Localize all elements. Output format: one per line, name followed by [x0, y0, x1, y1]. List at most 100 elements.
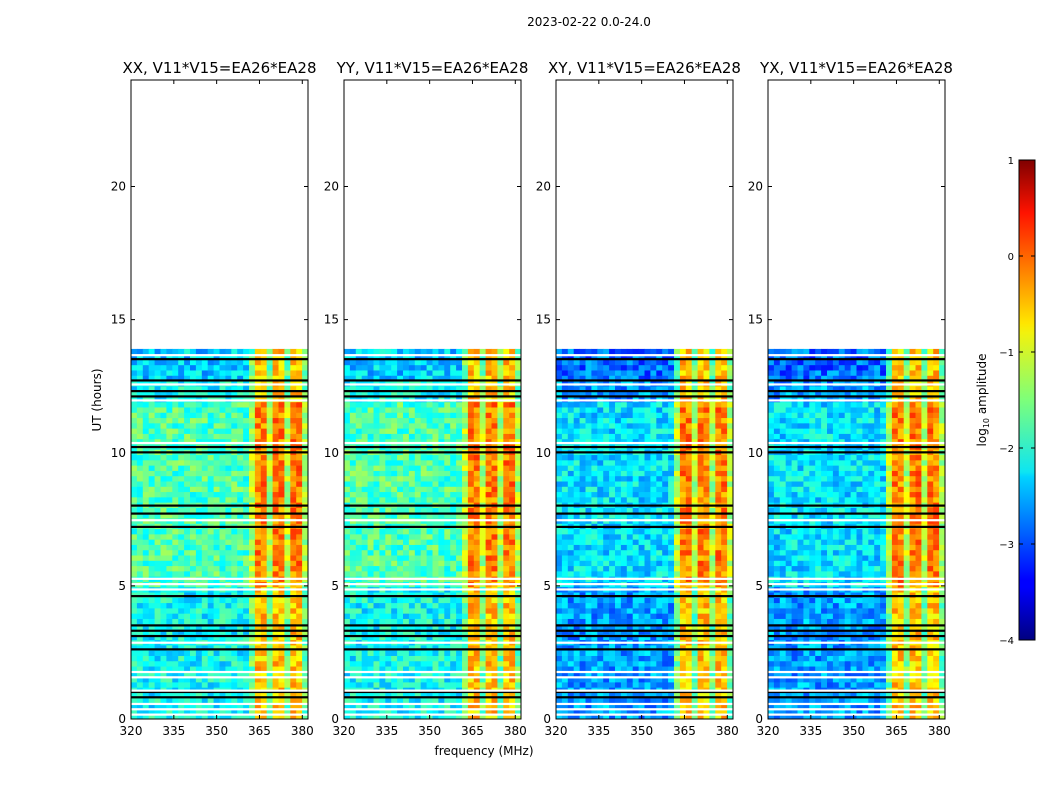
heatmap-cell — [515, 692, 521, 699]
heatmap-cell — [473, 549, 481, 556]
heatmap-cell — [172, 481, 179, 487]
x-tick-label: 350 — [418, 724, 441, 738]
heatmap-cell — [195, 481, 203, 487]
heatmap-cell — [296, 676, 303, 683]
heatmap-cell — [668, 655, 675, 662]
heatmap-cell — [302, 454, 308, 461]
heatmap-cell — [219, 491, 226, 498]
heatmap-cell — [367, 454, 374, 461]
heatmap-cell — [497, 570, 504, 577]
heatmap-cell — [243, 544, 250, 551]
heatmap-cell — [561, 713, 569, 719]
heatmap-cell — [166, 364, 173, 371]
heatmap-cell — [260, 671, 268, 678]
heatmap-cell — [231, 491, 238, 498]
heatmap-cell — [379, 391, 386, 397]
heatmap-cell — [219, 592, 226, 598]
heatmap-cell — [201, 433, 209, 440]
heatmap-cell — [355, 681, 363, 688]
heatmap-cell — [154, 354, 161, 360]
heatmap-cell — [414, 528, 422, 535]
heatmap-cell — [231, 496, 238, 503]
heatmap-cell — [479, 422, 486, 429]
heatmap-cell — [391, 528, 398, 535]
heatmap-cell — [284, 713, 291, 719]
heatmap-cell — [509, 507, 516, 514]
heatmap-cell — [432, 713, 439, 719]
heatmap-cell — [166, 565, 173, 572]
heatmap-cell — [213, 703, 220, 709]
heatmap-cell — [503, 481, 510, 487]
heatmap-cell — [190, 438, 197, 445]
flagged-row — [131, 702, 308, 706]
heatmap-cell — [567, 634, 575, 641]
heatmap-cell — [509, 650, 516, 656]
heatmap-cell — [142, 422, 150, 429]
heatmap-cell — [260, 660, 268, 667]
heatmap-cell — [438, 544, 445, 551]
heatmap-cell — [691, 618, 698, 625]
heatmap-cell — [456, 671, 463, 678]
heatmap-cell — [349, 470, 357, 477]
heatmap-cell — [491, 676, 498, 683]
heatmap-cell — [290, 348, 297, 355]
heatmap-cell — [426, 597, 433, 604]
heatmap-cell — [491, 486, 498, 493]
heatmap-cell — [668, 650, 675, 656]
heatmap-cell — [237, 713, 244, 719]
heatmap-cell — [438, 650, 445, 656]
heatmap-cell — [213, 666, 220, 672]
heatmap-cell — [154, 618, 161, 625]
heatmap-cell — [662, 681, 669, 688]
heatmap-cell — [272, 438, 279, 445]
heatmap-cell — [190, 370, 197, 376]
heatmap-cell — [190, 433, 197, 440]
heatmap-cell — [662, 660, 669, 667]
heatmap-cell — [142, 623, 150, 630]
heatmap-cell — [414, 560, 422, 567]
heatmap-cell — [491, 618, 498, 625]
heatmap-cell — [142, 417, 150, 424]
heatmap-cell — [438, 634, 445, 641]
heatmap-cell — [166, 491, 173, 498]
heatmap-cell — [296, 697, 303, 704]
heatmap-cell — [444, 703, 451, 709]
heatmap-cell — [355, 412, 363, 419]
heatmap-cell — [467, 370, 475, 376]
heatmap-cell — [243, 555, 250, 561]
heatmap-cell — [444, 486, 451, 493]
heatmap-cell — [219, 544, 226, 551]
heatmap-cell — [509, 549, 516, 556]
heatmap-cell — [379, 412, 386, 419]
heatmap-cell — [485, 565, 492, 572]
heatmap-cell — [408, 697, 416, 704]
heatmap-cell — [154, 681, 161, 688]
heatmap-cell — [473, 592, 481, 598]
heatmap-cell — [136, 666, 144, 672]
heatmap-cell — [456, 475, 463, 482]
heatmap-cell — [237, 539, 244, 545]
heatmap-cell — [201, 713, 209, 719]
heatmap-cell — [385, 602, 392, 609]
heatmap-cell — [674, 655, 681, 662]
heatmap-cell — [361, 555, 368, 561]
heatmap-cell — [679, 613, 687, 619]
heatmap-cell — [142, 644, 150, 651]
heatmap-cell — [485, 623, 492, 630]
heatmap-cell — [626, 692, 634, 699]
heatmap-cell — [379, 370, 386, 376]
heatmap-cell — [284, 475, 291, 482]
heatmap-cell — [272, 618, 279, 625]
heatmap-cell — [142, 607, 150, 614]
heatmap-cell — [254, 539, 262, 545]
heatmap-cell — [178, 597, 185, 604]
heatmap-cell — [438, 666, 445, 672]
heatmap-cell — [166, 375, 173, 382]
heatmap-cell — [166, 528, 173, 535]
heatmap-cell — [467, 570, 475, 577]
heatmap-cell — [456, 660, 463, 667]
heatmap-cell — [302, 660, 308, 667]
heatmap-cell — [172, 470, 179, 477]
heatmap-cell — [243, 660, 250, 667]
heatmap-cell — [485, 607, 492, 614]
